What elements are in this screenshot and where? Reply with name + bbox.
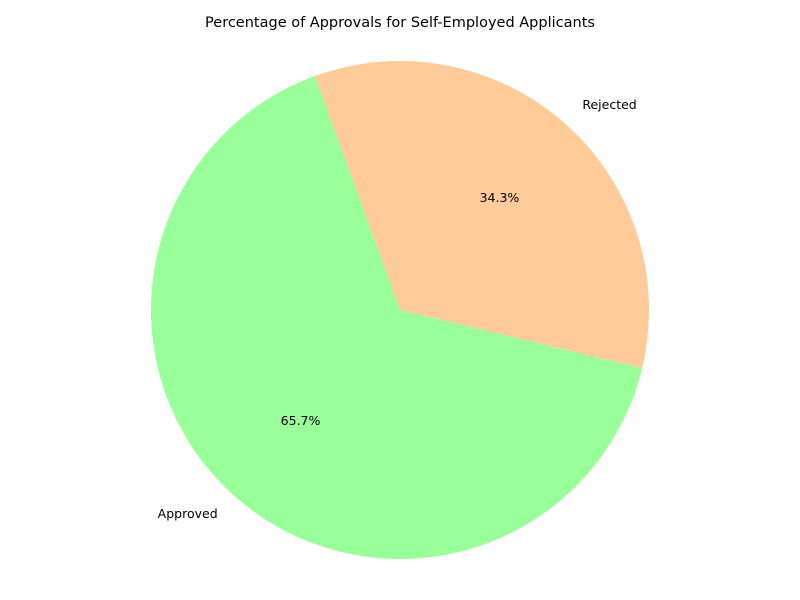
pie-labels: Approved 65.7% Rejected 34.3%	[158, 97, 637, 521]
slice-label-approved: Approved	[158, 506, 218, 521]
chart-title: Percentage of Approvals for Self-Employe…	[205, 15, 595, 31]
pie-slices	[150, 61, 649, 559]
pie-slice-rejected	[314, 61, 649, 369]
slice-label-rejected: Rejected	[582, 97, 636, 112]
pct-label-approved: 65.7%	[281, 413, 321, 428]
pie-slice-approved	[150, 76, 643, 559]
pct-label-rejected: 34.3%	[480, 190, 520, 205]
